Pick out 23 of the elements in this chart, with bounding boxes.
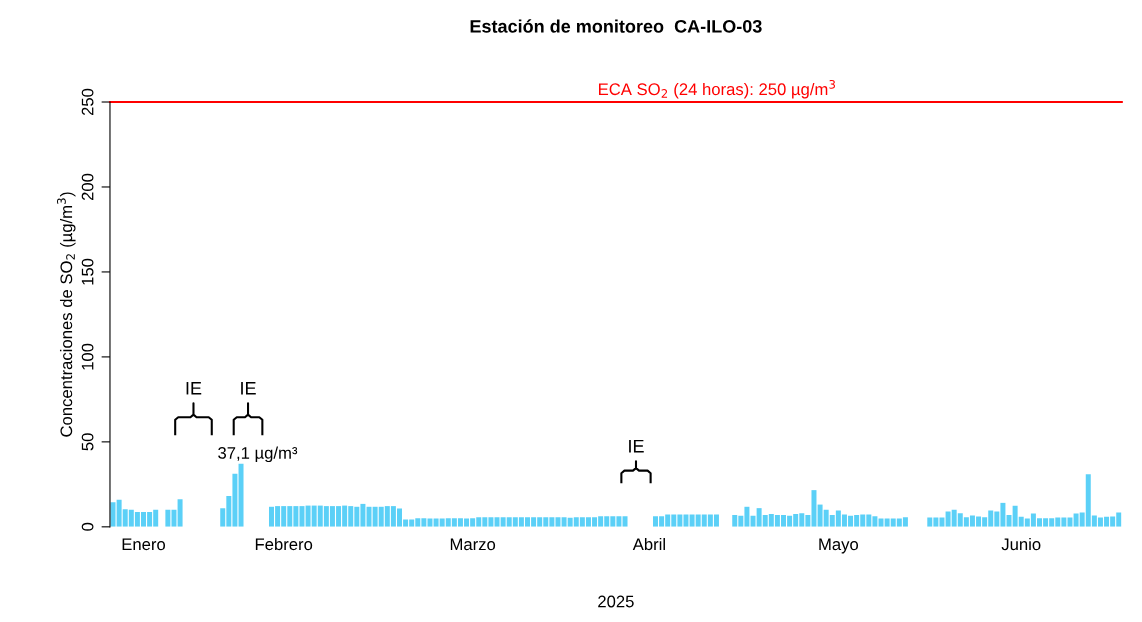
annotation: IE — [629, 439, 644, 453]
y-tick-label: 50 — [81, 433, 94, 451]
y-tick-label: 0 — [81, 522, 94, 531]
x-tick-label: Febrero — [255, 537, 313, 551]
y-tick-label: 200 — [81, 173, 94, 201]
annotation: IE — [241, 382, 256, 395]
annotation: IE — [186, 382, 202, 395]
y-tick-label: 100 — [81, 343, 94, 370]
x-axis-title: 2025 — [598, 595, 634, 608]
x-tick-label: Junio — [1001, 537, 1041, 551]
bar — [238, 463, 244, 527]
chart-title: Estación de monitoreo CA-ILO-03 — [470, 19, 762, 33]
y-axis-title: Concentraciones de SO$_{2}$ (µg/m$^{3}$) — [57, 192, 76, 437]
data-label: 37,1 µg/m³ — [218, 446, 298, 463]
bar — [177, 499, 183, 527]
x-tick-label: Enero — [122, 538, 166, 551]
y-tick-label: 150 — [81, 258, 94, 285]
x-tick-label: Abril — [632, 537, 665, 551]
ref-line-label: ECA SO$_{2}$ (24 horas): 250 µg/m$^{3}$ — [599, 79, 835, 99]
bar — [622, 516, 628, 527]
x-tick-label: Marzo — [450, 538, 496, 551]
y-tick-label: 250 — [81, 88, 94, 116]
x-tick-label: Mayo — [819, 538, 859, 554]
